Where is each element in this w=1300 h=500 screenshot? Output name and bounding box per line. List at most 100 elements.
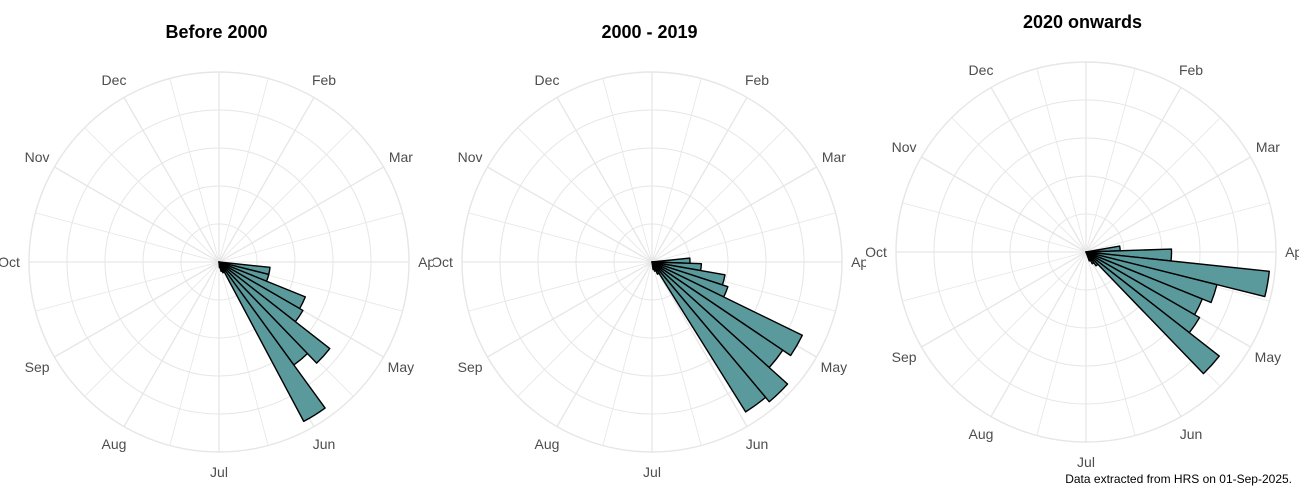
grid-spoke <box>218 212 403 263</box>
month-label: May <box>1255 349 1281 365</box>
grid-spoke <box>651 97 748 263</box>
grid-spoke <box>218 78 269 263</box>
month-label: Oct <box>0 254 20 270</box>
grid-spoke <box>651 166 817 263</box>
polar-plot: Dec Feb Mar Apr May Jun Jul Aug Sep Oct Nov <box>866 61 1299 470</box>
polar-bar <box>651 261 789 403</box>
chart-title: 2020 onwards <box>1022 12 1143 32</box>
grid-spoke <box>517 261 653 397</box>
month-label: Nov <box>25 149 50 165</box>
month-label: Dec <box>102 72 127 88</box>
grid-spoke <box>1036 251 1087 436</box>
grid-spoke <box>487 261 653 358</box>
month-labels: Dec Feb Mar Apr May Jun Jul Aug Sep Oct Nov <box>0 72 433 480</box>
month-label: Aug <box>535 436 560 452</box>
month-label: Jul <box>643 464 661 480</box>
month-label: Oct <box>433 254 453 270</box>
grid-spoke <box>123 261 220 427</box>
grid-spoke <box>487 166 653 263</box>
month-label: Jun <box>1180 426 1203 442</box>
grid-spoke <box>218 166 384 263</box>
month-label: Mar <box>389 149 413 165</box>
grid-spoke <box>1085 117 1221 253</box>
grid-spoke <box>1085 87 1182 253</box>
grid-spoke <box>921 251 1087 348</box>
month-label: Mar <box>822 149 846 165</box>
month-label: Sep <box>458 359 483 375</box>
grid-spoke <box>556 97 653 263</box>
grid-spoke <box>123 97 220 263</box>
month-label: Feb <box>745 72 769 88</box>
month-label: Sep <box>892 349 917 365</box>
month-label: Feb <box>312 72 336 88</box>
bars <box>218 261 331 423</box>
grid-spoke <box>951 251 1087 387</box>
grid-spoke <box>651 127 787 263</box>
month-label: Aug <box>102 436 127 452</box>
grid-spoke <box>602 261 653 446</box>
grid-spoke <box>468 261 653 312</box>
polar-bar <box>218 261 221 269</box>
month-label: Jun <box>313 436 336 452</box>
polar-bar <box>651 261 767 413</box>
grid-spoke <box>35 212 220 263</box>
grid-spoke <box>84 261 220 397</box>
month-label: Jul <box>210 464 228 480</box>
grid-spoke <box>169 78 220 263</box>
month-label: Aug <box>969 426 994 442</box>
grid-spoke <box>84 127 220 263</box>
month-label: Jul <box>1077 454 1095 470</box>
grid-spoke <box>651 78 702 263</box>
polar-chart-2000-2019: 2000 - 2019 Dec Feb Mar Apr May Jun Jul Aug Sep O… <box>433 0 866 500</box>
polar-bar <box>218 261 331 364</box>
month-label: Oct <box>866 244 887 260</box>
grid-spoke <box>556 261 653 427</box>
chart-title: 2000 - 2019 <box>601 22 698 42</box>
month-label: Mar <box>1256 139 1280 155</box>
grid-spoke <box>517 127 653 263</box>
polar-plot: Dec Feb Mar Apr May Jun Jul Aug Sep Oct Nov <box>433 71 866 480</box>
grid-spoke <box>1085 251 1182 417</box>
month-label: May <box>388 359 414 375</box>
month-label: Apr <box>418 254 433 270</box>
month-label: Apr <box>1285 244 1299 260</box>
grid-spoke <box>468 212 653 263</box>
polar-chart-before-2000: Before 2000 Dec Feb Mar Apr May Jun Jul Aug Sep O… <box>0 0 433 500</box>
polar-bar <box>218 261 326 423</box>
chart-title: Before 2000 <box>165 22 268 42</box>
grid-spoke <box>990 251 1087 417</box>
month-labels: Dec Feb Mar Apr May Jun Jul Aug Sep Oct Nov <box>866 62 1299 470</box>
grid-spoke <box>169 261 220 446</box>
grid-spoke <box>651 212 836 263</box>
polar-chart-2020-onwards: 2020 onwards Dec Feb Mar Apr May Jun Jul Aug Sep… <box>866 0 1299 500</box>
month-labels: Dec Feb Mar Apr May Jun Jul Aug Sep Oct Nov <box>433 72 866 480</box>
month-label: Feb <box>1179 62 1203 78</box>
polar-bar <box>1085 251 1220 375</box>
grid-spoke <box>602 78 653 263</box>
polar-plot: Dec Feb Mar Apr May Jun Jul Aug Sep Oct Nov <box>0 71 433 480</box>
month-label: Dec <box>535 72 560 88</box>
grid-spoke <box>1085 156 1251 253</box>
grid-spoke <box>951 117 1087 253</box>
grid-spoke <box>990 87 1087 253</box>
month-label: May <box>821 359 847 375</box>
month-label: Nov <box>458 149 483 165</box>
month-label: Jun <box>746 436 769 452</box>
grid <box>28 71 410 453</box>
data-source-caption: Data extracted from HRS on 01-Sep-2025. <box>1065 472 1292 486</box>
grid-spoke <box>1085 202 1270 253</box>
grid-spoke <box>35 261 220 312</box>
grid-spoke <box>1085 251 1136 436</box>
grid-spoke <box>218 97 315 263</box>
grid-spoke <box>651 261 748 427</box>
month-label: Dec <box>969 62 994 78</box>
grid-spoke <box>651 261 702 446</box>
month-label: Apr <box>851 254 866 270</box>
bars <box>651 257 803 413</box>
grid-spoke <box>1085 68 1136 253</box>
grid-spoke <box>1036 68 1087 253</box>
grid-spoke <box>54 166 220 263</box>
grid-spoke <box>218 127 354 263</box>
month-label: Sep <box>25 359 50 375</box>
polar-bar <box>651 261 655 271</box>
